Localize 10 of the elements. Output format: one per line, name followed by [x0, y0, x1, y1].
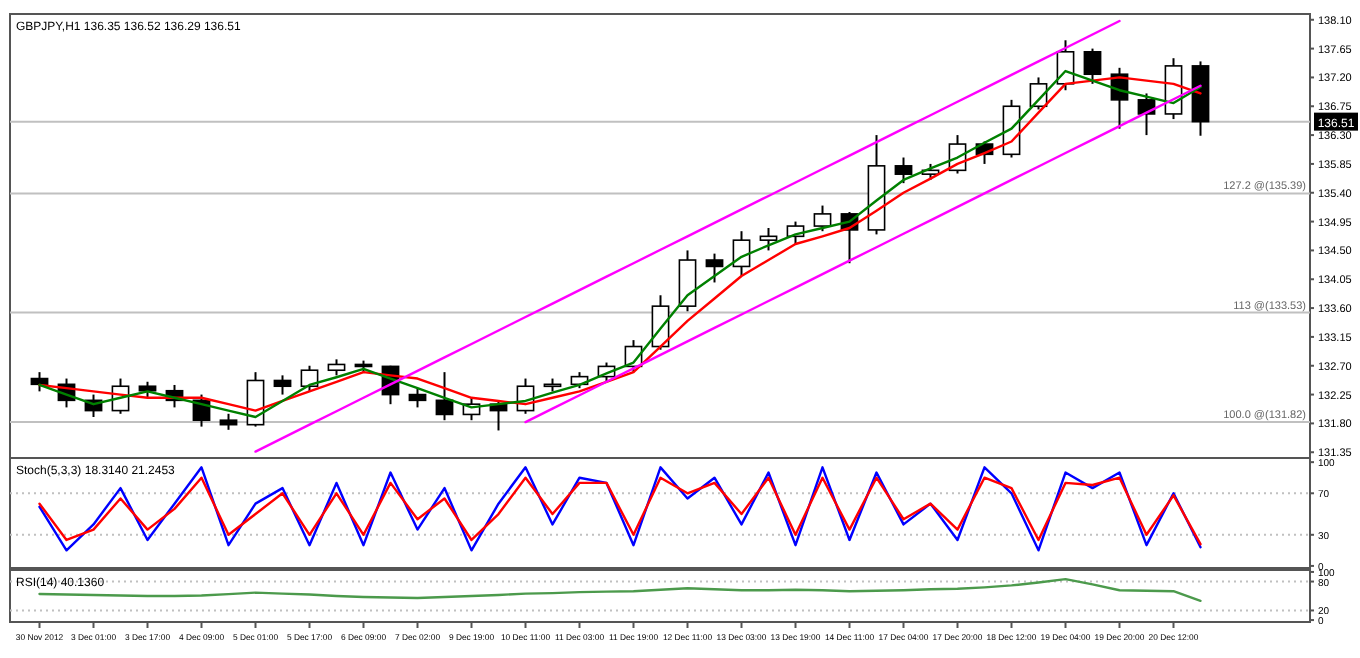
candlestick — [1083, 47, 1102, 85]
candlestick — [705, 252, 724, 284]
candlestick — [759, 226, 778, 252]
candlestick — [408, 387, 427, 409]
line-series — [254, 19, 1121, 453]
candlestick — [273, 374, 292, 396]
candlestick — [894, 156, 913, 185]
candlestick — [435, 371, 454, 422]
candlestick — [678, 249, 697, 313]
candlestick — [813, 204, 832, 233]
